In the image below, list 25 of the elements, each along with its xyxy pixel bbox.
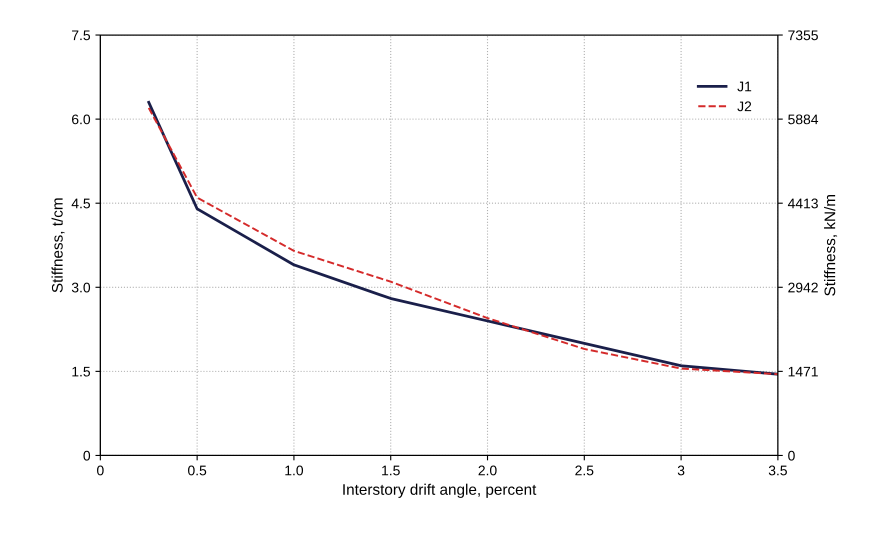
y-tick-label: 7.5 — [72, 30, 90, 40]
y2-tick-label: 7355 — [788, 30, 818, 40]
y-tick-label: 6.0 — [72, 114, 90, 124]
x-tick-label: 1.0 — [285, 466, 304, 476]
x-tick-label: 3 — [678, 466, 684, 476]
x-tick-label: 0.5 — [188, 466, 206, 476]
y-tick-label: 4.5 — [72, 198, 90, 208]
y-tick-label: 3.0 — [72, 282, 90, 292]
y2-tick-label: 2942 — [788, 282, 818, 292]
y-tick-label: 0 — [83, 450, 90, 461]
y-axis-title: Stiffness, t/cm — [52, 198, 65, 292]
y-tick-label: 1.5 — [72, 366, 90, 377]
x-axis-title: Interstory drift angle, percent — [343, 484, 536, 498]
y2-tick-label: 4413 — [788, 198, 818, 208]
legend-label: J2 — [737, 101, 752, 112]
y2-tick-label: 0 — [788, 450, 795, 461]
x-tick-label: 2.0 — [478, 466, 497, 476]
x-tick-label: 1.5 — [382, 466, 400, 476]
legend-label: J1 — [737, 82, 752, 92]
x-tick-label: 2.5 — [575, 466, 594, 476]
y2-tick-label: 1471 — [788, 366, 818, 376]
y2-axis-title: Stiffness, kN/m — [824, 195, 838, 296]
y2-tick-label: 5884 — [788, 114, 818, 124]
x-tick-label: 3.5 — [768, 466, 787, 476]
x-tick-label: 0 — [97, 466, 104, 476]
